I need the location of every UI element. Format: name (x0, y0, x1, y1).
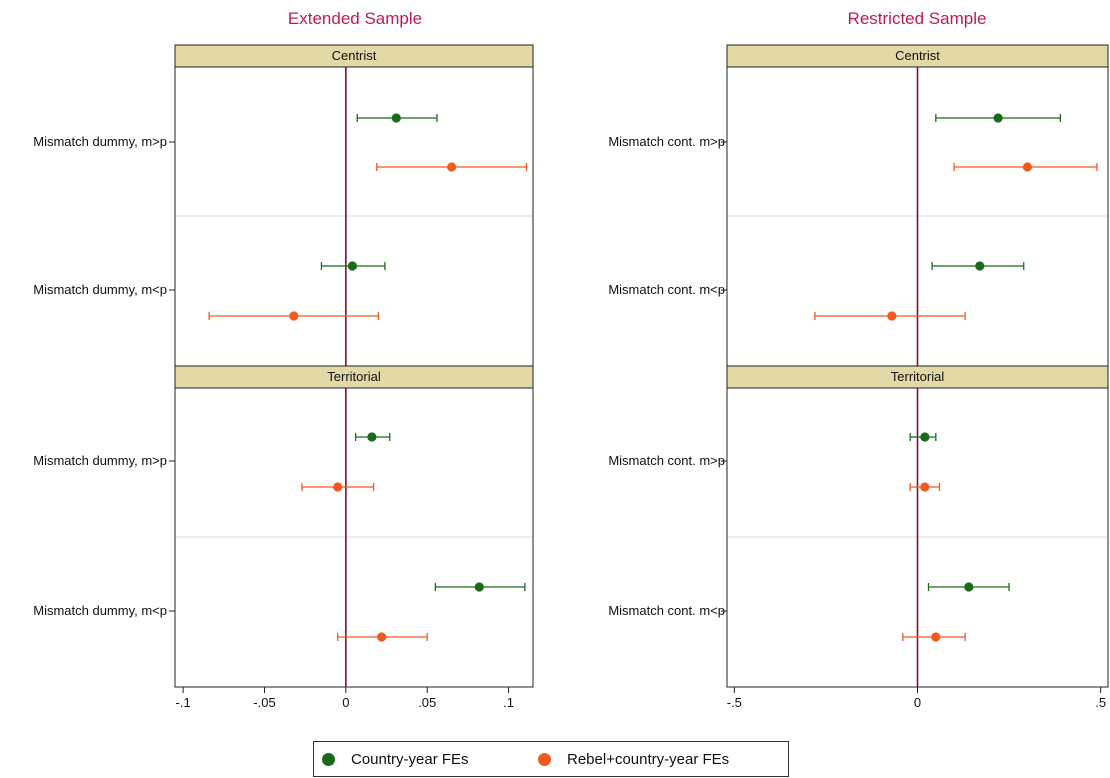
point-estimate (289, 311, 299, 321)
x-tick-label: 0 (342, 695, 349, 710)
row-label: Mismatch cont. m<p (608, 603, 725, 618)
point-estimate (367, 432, 377, 442)
legend-label-country-year: Country-year FEs (351, 751, 469, 768)
panel-strip-label: Territorial (327, 369, 381, 384)
point-estimate (333, 482, 343, 492)
point-estimate (347, 261, 357, 271)
panel-strip-label: Territorial (891, 369, 945, 384)
row-label: Mismatch cont. m>p (608, 134, 725, 149)
panel-strip-label: Centrist (895, 48, 940, 63)
panel-strip (174, 44, 534, 68)
x-tick-label: .5 (1095, 695, 1106, 710)
legend-label-rebel-country-year: Rebel+country-year FEs (567, 751, 730, 768)
legend-marker-country-year (322, 753, 335, 766)
panel-strip (726, 365, 1109, 389)
x-tick-label: 0 (914, 695, 921, 710)
x-tick-label: -.5 (727, 695, 742, 710)
point-estimate (975, 261, 985, 271)
row-label: Mismatch dummy, m<p (33, 282, 167, 297)
row-label: Mismatch cont. m>p (608, 453, 725, 468)
point-estimate (377, 632, 387, 642)
point-estimate (474, 582, 484, 592)
x-tick-label: -.1 (176, 695, 191, 710)
row-label: Mismatch dummy, m<p (33, 603, 167, 618)
point-estimate (1022, 162, 1033, 172)
point-estimate (920, 482, 930, 492)
point-estimate (964, 582, 974, 592)
point-estimate (887, 311, 897, 321)
point-estimate (993, 113, 1003, 123)
legend-item-rebel-country-year: Rebel+country-year FEs (538, 751, 729, 768)
panel-strip (174, 365, 534, 389)
x-tick-label: .1 (503, 695, 514, 710)
point-estimate (931, 632, 941, 642)
row-label: Mismatch dummy, m>p (33, 134, 167, 149)
legend-marker-rebel-country-year (538, 753, 551, 766)
legend: Country-year FEs Rebel+country-year FEs (313, 741, 789, 777)
legend-item-country-year: Country-year FEs (322, 751, 469, 768)
point-estimate (447, 162, 457, 172)
chart-title: Extended Sample (288, 9, 422, 28)
x-tick-label: -.05 (253, 695, 275, 710)
chart-title: Restricted Sample (848, 9, 987, 28)
coefficient-plot-figure: Extended Sample Centrist Mismatch dummy, m… (33, 9, 1109, 710)
panel-strip (726, 44, 1109, 68)
x-tick-label: .05 (418, 695, 436, 710)
panel-strip-label: Centrist (332, 48, 377, 63)
point-estimate (920, 432, 930, 442)
row-label: Mismatch cont. m<p (608, 282, 725, 297)
row-label: Mismatch dummy, m>p (33, 453, 167, 468)
point-estimate (391, 113, 401, 123)
